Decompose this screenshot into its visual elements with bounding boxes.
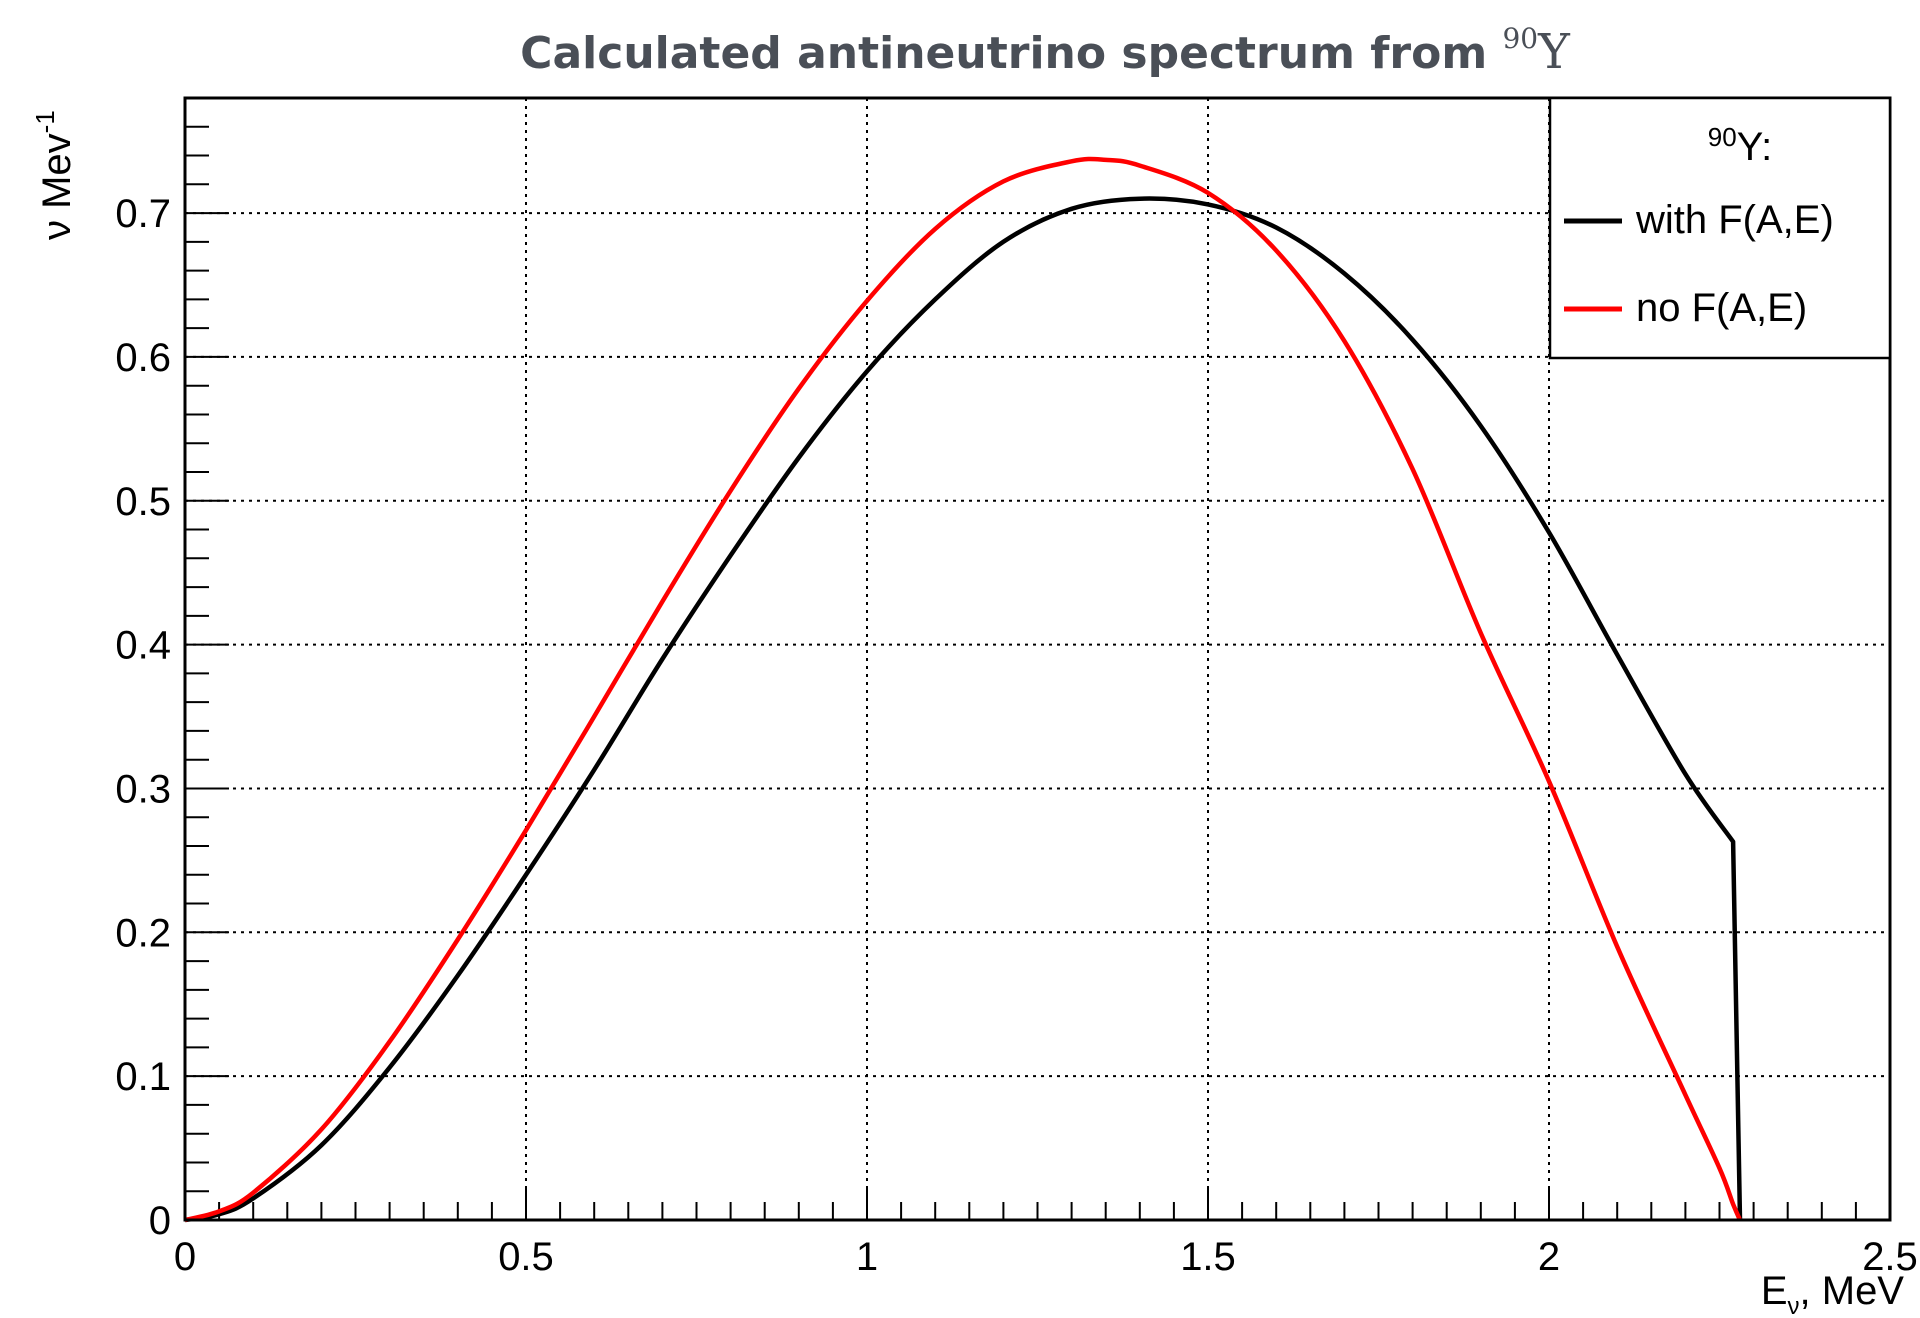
y-tick-label: 0.6 xyxy=(115,336,171,380)
x-tick-label: 1.5 xyxy=(1180,1235,1236,1279)
y-tick-label: 0 xyxy=(149,1199,171,1243)
y-tick-label: 0.4 xyxy=(115,624,171,668)
chart-title: Calculated antineutrino spectrum from 90… xyxy=(520,22,1571,80)
x-tick-label: 1 xyxy=(856,1235,878,1279)
y-axis-label-sup: -1 xyxy=(30,110,60,133)
x-tick-label: 0 xyxy=(174,1235,196,1279)
y-tick-label: 0.2 xyxy=(115,911,171,955)
legend: 90Y: with F(A,E) no F(A,E) xyxy=(1548,96,1892,360)
legend-entries: with F(A,E) no F(A,E) xyxy=(1564,198,1834,330)
chart-title-text: Calculated antineutrino spectrum from xyxy=(520,28,1502,79)
y-tick-label: 0.1 xyxy=(115,1055,171,1099)
x-tick-label: 2.5 xyxy=(1862,1235,1918,1279)
x-axis-label-sub: ν xyxy=(1788,1293,1800,1318)
legend-header-sup: 90 xyxy=(1708,122,1737,152)
chart-title-isotope-symbol: Y xyxy=(1537,24,1571,80)
series-lines xyxy=(184,156,1743,1223)
chart-title-isotope-mass: 90 xyxy=(1502,22,1538,55)
x-axis-label-rest: , MeV xyxy=(1800,1269,1905,1313)
x-axis-label: Eν, MeV xyxy=(1761,1269,1904,1318)
legend-header-text: Y: xyxy=(1737,125,1773,169)
legend-header: 90Y: xyxy=(1708,122,1773,169)
y-tick-label: 0.5 xyxy=(115,480,171,524)
series-line-no-f xyxy=(184,156,1743,1223)
legend-entry-label: with F(A,E) xyxy=(1635,198,1834,242)
y-axis-label-main: ν Mev xyxy=(35,133,79,240)
tick-labels: 0 0.5 1 1.5 2 2.5 0 0.1 0.2 0.3 0.4 0.5 0.6 0.7 xyxy=(115,192,1917,1279)
x-tick-label: 2 xyxy=(1538,1235,1560,1279)
legend-box xyxy=(1548,96,1892,360)
x-axis-label-main: E xyxy=(1761,1269,1788,1313)
plot-frame xyxy=(183,96,1892,1222)
x-tick-label: 0.5 xyxy=(498,1235,554,1279)
y-axis-label: ν Mev-1 xyxy=(30,110,79,240)
series-line-with-f xyxy=(184,196,1743,1223)
y-tick-label: 0.7 xyxy=(115,192,171,236)
y-tick-label: 0.3 xyxy=(115,767,171,811)
legend-entry-label: no F(A,E) xyxy=(1636,286,1807,330)
